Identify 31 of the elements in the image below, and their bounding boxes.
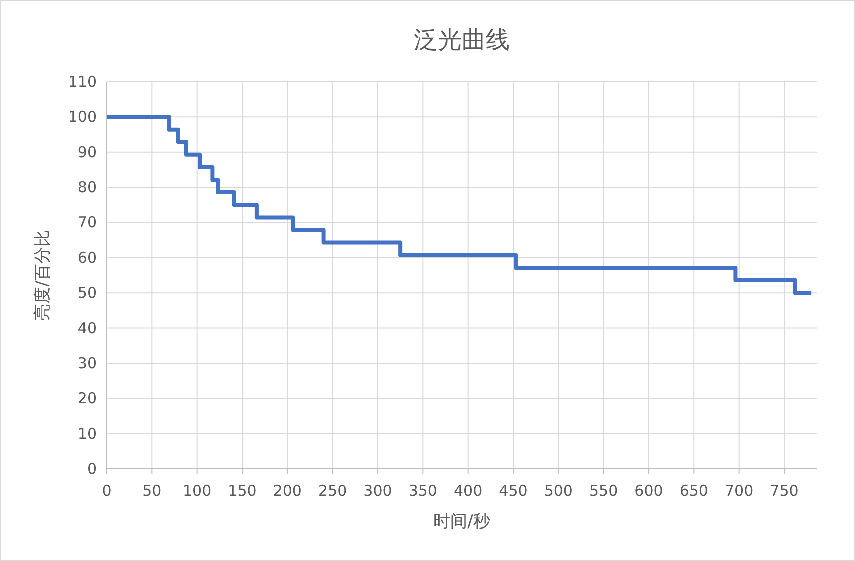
- y-axis-title: 亮度/百分比: [33, 230, 53, 321]
- x-axis-title: 时间/秒: [434, 512, 490, 532]
- y-tick-label: 80: [78, 178, 97, 197]
- x-tick-label: 750: [770, 482, 799, 500]
- y-tick-label: 20: [78, 390, 97, 408]
- y-tick-label: 0: [87, 460, 97, 478]
- x-tick-label: 50: [142, 482, 162, 500]
- y-tick-label: 10: [78, 424, 97, 443]
- x-tick-label: 150: [228, 482, 257, 500]
- x-tick-label: 700: [724, 482, 754, 500]
- y-tick-label: 30: [78, 354, 97, 372]
- x-tick-label: 0: [102, 482, 112, 500]
- y-tick-label: 50: [78, 284, 97, 302]
- x-tick-label: 650: [680, 482, 708, 500]
- y-tick-label: 40: [78, 319, 97, 338]
- y-tick-label: 60: [78, 248, 97, 267]
- x-tick-label: 300: [364, 482, 392, 500]
- y-tick-label: 100: [68, 108, 97, 126]
- x-tick-label: 400: [454, 482, 483, 500]
- y-tick-label: 70: [78, 214, 97, 232]
- y-tick-label: 90: [78, 143, 97, 162]
- x-tick-label: 550: [590, 482, 618, 500]
- x-tick-label: 600: [634, 482, 664, 500]
- x-tick-label: 350: [408, 482, 438, 500]
- chart-title: 泛光曲线: [414, 26, 510, 54]
- y-tick-label: 110: [68, 73, 97, 91]
- x-tick-label: 450: [499, 482, 528, 500]
- x-tick-label: 200: [273, 482, 302, 500]
- x-tick-label: 250: [318, 482, 348, 500]
- x-tick-label: 500: [544, 482, 573, 500]
- x-tick-label: 100: [183, 482, 212, 500]
